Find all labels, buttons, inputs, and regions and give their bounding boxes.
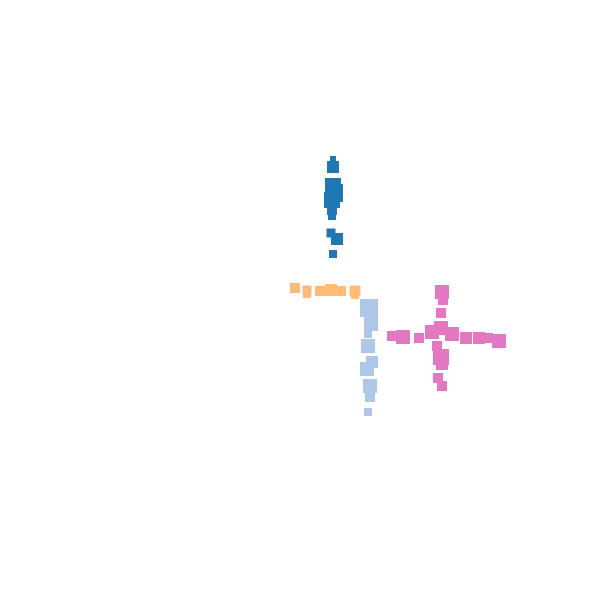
scatter-point: [363, 379, 377, 393]
scatter-point: [436, 308, 446, 318]
scatter-point: [364, 330, 372, 338]
scatter-point: [364, 408, 372, 416]
scatter-point: [438, 295, 448, 305]
scatter-point: [329, 250, 337, 258]
scatter-point: [315, 286, 325, 296]
scatter-point: [325, 284, 337, 296]
scatter-point: [351, 291, 359, 299]
scatter-point: [483, 333, 493, 343]
series-4: [387, 285, 506, 391]
scatter-point: [365, 392, 375, 402]
scatter-point: [445, 327, 459, 341]
scatter-point: [433, 373, 443, 383]
scatter-point: [336, 286, 346, 296]
scatter-point: [492, 334, 506, 348]
scatter-point: [436, 358, 448, 370]
scatter-point: [434, 321, 448, 335]
scatter-point: [330, 156, 336, 162]
scatter-point: [360, 299, 378, 317]
series-1: [324, 156, 343, 258]
scatter-point: [387, 331, 397, 341]
scatter-point: [473, 332, 485, 344]
series-3: [360, 299, 378, 416]
scatter-point: [432, 341, 442, 351]
scatter-marks: [290, 156, 506, 416]
scatter-point: [360, 362, 374, 376]
scatter-point: [437, 381, 447, 391]
scatter-point: [396, 330, 410, 344]
scatter-point: [364, 317, 378, 331]
scatter-point: [331, 233, 343, 245]
scatter-point: [327, 161, 339, 173]
scatter-point: [460, 332, 472, 344]
series-2: [290, 283, 361, 299]
scatter-point: [328, 212, 336, 220]
scatter-point: [303, 290, 311, 298]
scatter-point: [414, 333, 424, 343]
scatter-point: [327, 205, 337, 215]
scatter-point: [324, 192, 340, 208]
scatter-point: [290, 283, 300, 293]
scatter-point: [361, 339, 375, 353]
